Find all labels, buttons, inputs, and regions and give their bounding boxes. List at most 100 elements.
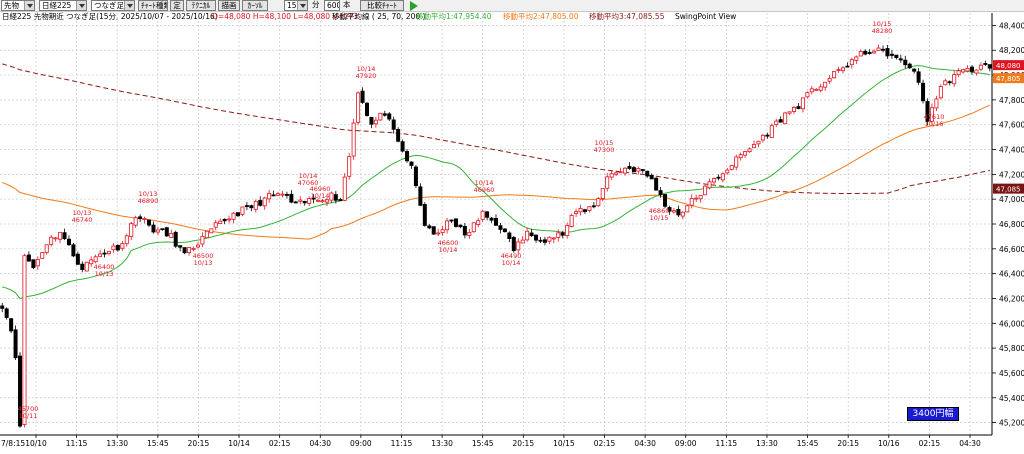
time-tick-label: 15:45 xyxy=(797,439,819,448)
candle-body xyxy=(22,255,27,425)
candle-body xyxy=(800,97,805,110)
candle-body xyxy=(969,66,974,72)
ma2-price-tag-box xyxy=(993,73,1024,84)
swing-point-label: 10/15 xyxy=(873,20,892,28)
candle-body xyxy=(262,197,267,207)
swing-point-label: 10/13 xyxy=(139,190,158,198)
market-select[interactable]: 先物 xyxy=(1,0,35,11)
count-input[interactable]: 600 xyxy=(324,0,340,11)
price-tick-label: 46,800 xyxy=(999,220,1024,229)
swing-point-label: 10/14 xyxy=(439,246,458,254)
swing-point-label: 10/14 xyxy=(299,172,318,180)
candle-body xyxy=(276,193,281,196)
candle-body xyxy=(400,141,405,152)
candle-body xyxy=(160,228,165,231)
candle-body xyxy=(98,253,103,257)
candle-body xyxy=(80,263,85,270)
play-icon[interactable] xyxy=(410,1,418,11)
index-select[interactable]: 日経225 xyxy=(39,0,87,11)
price-tick-label: 45,800 xyxy=(999,344,1024,353)
swing-point-label: 46500 xyxy=(193,252,214,260)
chart-legend: 日経225 先物期近 つなぎ足(15分, 2025/10/07 - 2025/1… xyxy=(0,12,1024,22)
time-tick-label: 10/15 xyxy=(553,439,575,448)
candle-body xyxy=(49,236,54,245)
candle-body xyxy=(227,218,232,221)
candle-body xyxy=(809,88,814,93)
last-price-tag-label: 48,080 xyxy=(996,62,1021,70)
fixed-button[interactable]: 定 xyxy=(170,0,184,11)
swing-point-label: 46400 xyxy=(94,263,115,271)
price-tick-label: 47,200 xyxy=(999,170,1024,179)
draw-button[interactable]: 描画 xyxy=(218,0,240,11)
interval-unit: 分 xyxy=(312,0,320,9)
price-tick-label: 46,600 xyxy=(999,245,1024,254)
candle-body xyxy=(284,194,289,196)
candle-body xyxy=(863,50,868,55)
swing-point-label: 47610 xyxy=(924,113,945,121)
candle-body xyxy=(551,237,556,240)
ma3-price-tag-label: 47,085 xyxy=(996,186,1021,194)
time-tick-label: 09:00 xyxy=(675,439,697,448)
candle-body xyxy=(311,197,316,200)
candle-body xyxy=(956,70,961,76)
legend-ma-label: 移動平均線 ( 25, 70, 200 ) xyxy=(332,12,426,21)
candle-body xyxy=(711,178,716,183)
candle-body xyxy=(347,156,352,177)
candle-body xyxy=(71,244,76,257)
candle-body xyxy=(93,256,98,263)
candle-body xyxy=(356,92,361,123)
candle-body xyxy=(885,48,890,57)
cursor-button[interactable]: ｶｰｿﾙ xyxy=(242,0,268,11)
candle-body xyxy=(115,245,120,251)
candle-body xyxy=(707,181,712,189)
candle-body xyxy=(431,226,436,235)
technical-button[interactable]: ﾃｸﾆｶﾙ xyxy=(186,0,216,11)
time-tick-label: 11:15 xyxy=(391,439,413,448)
time-tick-label: 20:15 xyxy=(837,439,859,448)
candle-body xyxy=(209,228,214,234)
candle-body xyxy=(240,206,245,215)
candle-body xyxy=(405,151,410,162)
candle-body xyxy=(436,232,441,235)
candle-body xyxy=(805,92,810,98)
time-tick-label: 11:15 xyxy=(66,439,88,448)
candle-body xyxy=(676,208,681,216)
time-tick-label: 13:30 xyxy=(756,439,778,448)
candle-body xyxy=(440,229,445,234)
session-select[interactable]: つなぎ足 xyxy=(91,0,135,11)
time-tick-label: 20:15 xyxy=(188,439,210,448)
candle-body xyxy=(978,64,983,70)
candle-body xyxy=(124,235,129,245)
candle-body xyxy=(649,174,654,180)
candle-body xyxy=(965,67,970,72)
legend-ma2: 移動平均2:47,805.00 xyxy=(503,12,579,21)
price-tick-label: 46,000 xyxy=(999,319,1024,328)
candle-body xyxy=(396,129,401,142)
candle-body xyxy=(267,192,272,200)
candle-body xyxy=(849,59,854,66)
candle-body xyxy=(667,207,672,212)
compare-chart-button[interactable]: 比較ﾁｬｰﾄ xyxy=(360,0,404,11)
candle-body xyxy=(840,67,845,72)
candle-body xyxy=(765,134,770,137)
candle-body xyxy=(75,253,80,265)
candle-body xyxy=(943,80,948,86)
ma3-price-tag-box xyxy=(993,183,1024,194)
candle-body xyxy=(671,210,676,213)
swing-point-label: 47300 xyxy=(594,146,615,154)
candle-body xyxy=(418,186,423,206)
candle-body xyxy=(289,193,294,203)
candlestick-chart[interactable]: 4570010/1110/13467404640010/1310/1346890… xyxy=(0,13,1024,454)
chevron-down-icon xyxy=(27,4,33,8)
candle-body xyxy=(382,113,387,116)
candle-body xyxy=(378,112,383,121)
price-chart[interactable]: 45700 10/11 10/13 46740 46400 10/13 10/13 46890… xyxy=(0,13,1024,454)
candle-body xyxy=(658,190,663,196)
candle-body xyxy=(31,259,36,269)
chart-kind-button[interactable]: ﾁｬｰﾄ種類 xyxy=(138,0,168,11)
candle-body xyxy=(614,172,619,175)
swing-point-label: 10/13 xyxy=(95,270,114,278)
candle-body xyxy=(53,237,58,240)
interval-select[interactable]: 15 xyxy=(284,0,308,11)
candle-body xyxy=(618,171,623,174)
